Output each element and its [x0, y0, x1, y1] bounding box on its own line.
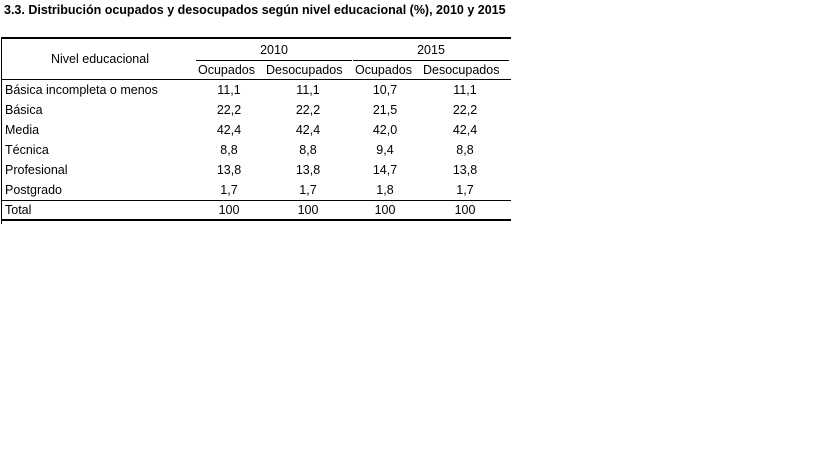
table-title: 3.3. Distribución ocupados y desocupados…	[4, 3, 506, 17]
table-bottom-rule	[2, 219, 511, 221]
year-underline-2015	[353, 60, 509, 61]
subcol-header: Desocupados	[266, 63, 343, 77]
table-cell: 1,7	[299, 183, 317, 197]
table-cell: 42,4	[452, 123, 478, 137]
table-cell: 11,1	[296, 83, 320, 97]
table-cell: 42,0	[372, 123, 398, 137]
table-cell: 9,4	[376, 143, 394, 157]
table-cell: 8,8	[299, 143, 317, 157]
table-cell: 22,2	[216, 103, 242, 117]
table-cell: 1,7	[220, 183, 238, 197]
year-header-2010: 2010	[260, 43, 288, 57]
table-cell: 11,1	[453, 83, 477, 97]
table-cell: 21,5	[372, 103, 398, 117]
year-underline-2010	[196, 60, 352, 61]
row-label-header: Nivel educacional	[51, 52, 149, 66]
total-label: Total	[5, 203, 32, 217]
table-cell: 11,1	[217, 83, 241, 97]
row-label: Técnica	[5, 143, 49, 157]
table-cell: 22,2	[295, 103, 321, 117]
table-cell: 1,7	[456, 183, 474, 197]
total-cell: 100	[374, 203, 396, 217]
table-cell: 8,8	[456, 143, 474, 157]
table-top-rule	[2, 37, 511, 39]
table-left-border	[1, 37, 2, 224]
total-top-rule	[2, 200, 511, 201]
total-cell: 100	[454, 203, 476, 217]
row-label: Media	[5, 123, 40, 137]
table-cell: 14,7	[372, 163, 398, 177]
row-label: Básica	[5, 103, 43, 117]
total-cell: 100	[218, 203, 240, 217]
table-cell: 10,7	[372, 83, 398, 97]
row-label: Postgrado	[5, 183, 62, 197]
year-header-2015: 2015	[417, 43, 445, 57]
subcol-header: Ocupados	[198, 63, 255, 77]
table-cell: 42,4	[295, 123, 321, 137]
subcol-header: Desocupados	[423, 63, 500, 77]
table-cell: 42,4	[216, 123, 242, 137]
subcol-header: Ocupados	[355, 63, 412, 77]
table-cell: 22,2	[452, 103, 478, 117]
table-cell: 13,8	[295, 163, 321, 177]
table-cell: 8,8	[220, 143, 238, 157]
total-cell: 100	[297, 203, 319, 217]
table-cell: 13,8	[452, 163, 478, 177]
table-cell: 13,8	[216, 163, 242, 177]
table-cell: 1,8	[376, 183, 394, 197]
row-label: Básica incompleta o menos	[5, 83, 158, 97]
row-label: Profesional	[5, 163, 68, 177]
header-bottom-rule	[2, 79, 511, 80]
